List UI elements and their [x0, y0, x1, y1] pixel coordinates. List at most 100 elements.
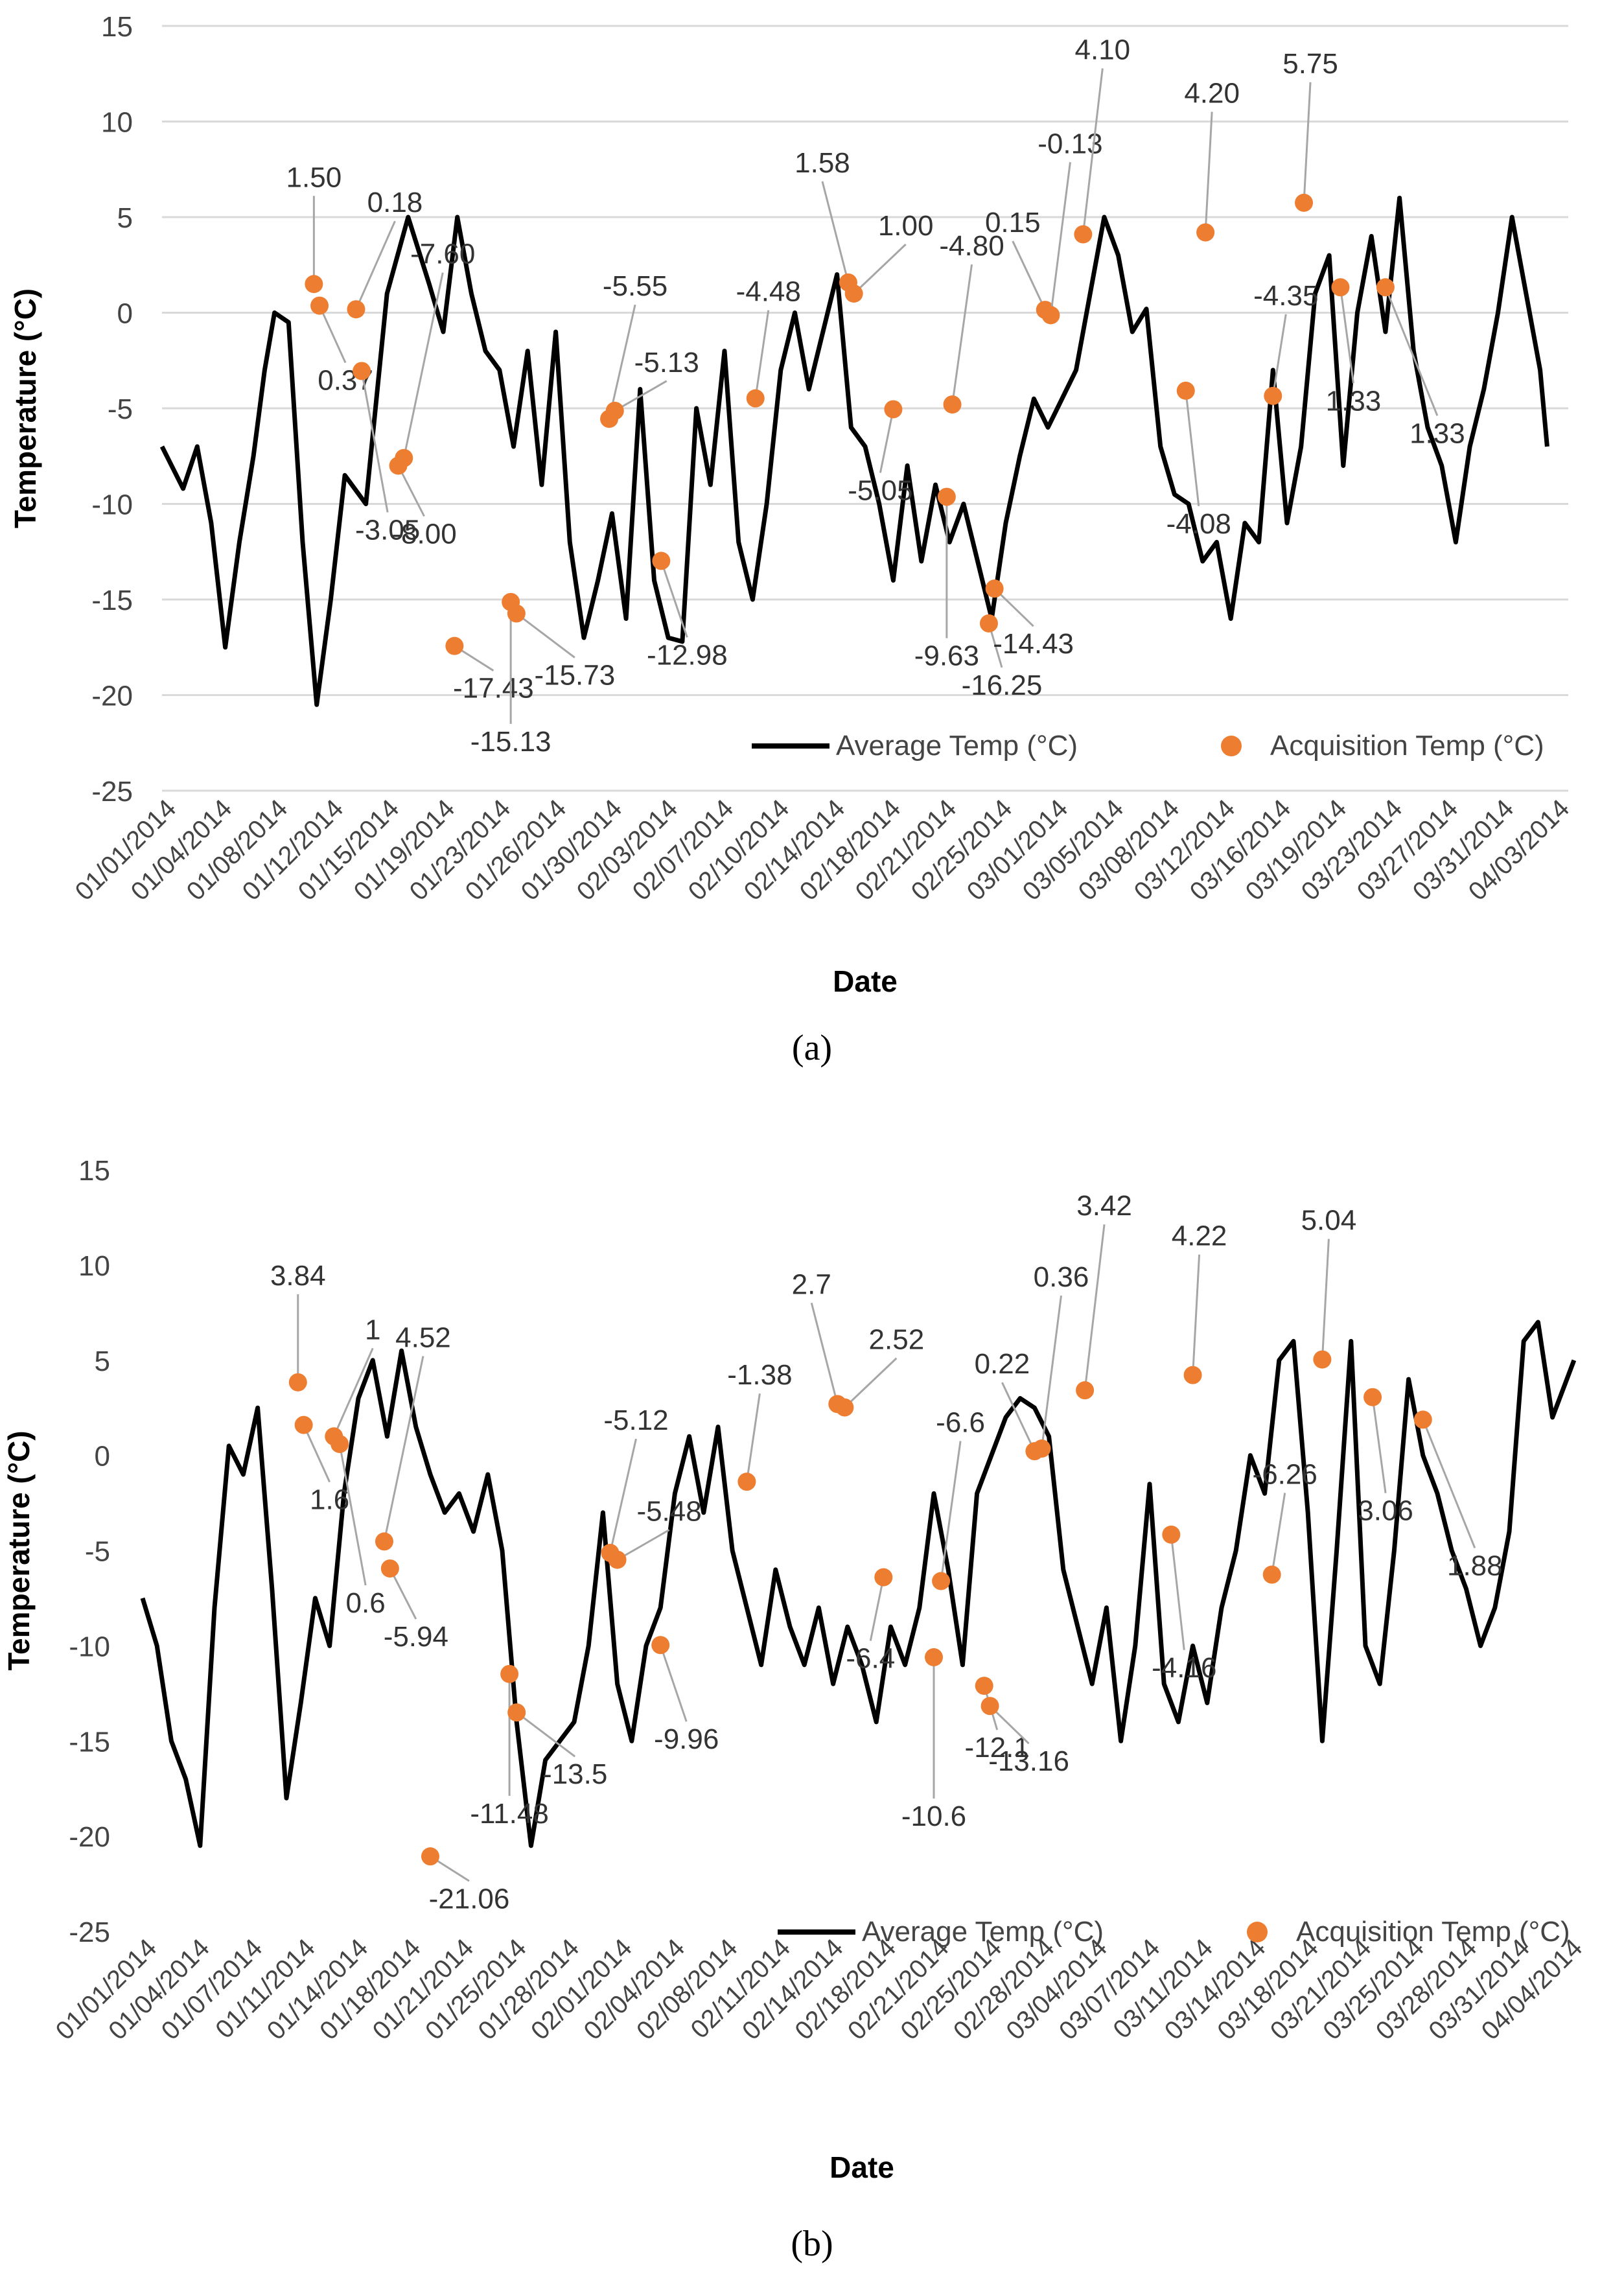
acquisition-point: [1074, 225, 1093, 244]
data-label: -4.80: [939, 230, 1004, 262]
data-label: -13.5: [542, 1758, 607, 1790]
data-label: -12.98: [647, 639, 728, 671]
leader-line: [1384, 286, 1439, 416]
panel-label-b: (b): [791, 2224, 833, 2264]
y-axis-title: Temperature (°C): [8, 288, 42, 528]
leader-line: [810, 1302, 839, 1404]
leader-line: [1049, 162, 1071, 316]
data-label: 1: [365, 1314, 380, 1345]
chart-b-svg: 15 10 5 0 -5 -10 -15 -20 -25 Temperature (°C) 01/0…: [2, 1155, 1588, 2184]
y-tick-label: -15: [91, 585, 133, 616]
leader-line: [1321, 1239, 1330, 1360]
acquisition-point: [1196, 223, 1215, 242]
data-label: -6.26: [1253, 1459, 1317, 1491]
leader-line: [853, 243, 907, 295]
leader-line: [397, 465, 425, 517]
acquisition-point: [1376, 278, 1395, 297]
y-tick-label: 15: [78, 1155, 110, 1187]
acquisition-point: [507, 604, 526, 623]
acquisition-points: 1.500.370.18-3.05-7.60-8.00-17.43-15.13-…: [286, 34, 1465, 758]
x-axis: 01/01/201401/04/201401/07/201401/11/2014…: [51, 1933, 1588, 2045]
acquisition-point: [1076, 1381, 1095, 1400]
leader-line: [754, 310, 770, 399]
data-label: 2.52: [869, 1324, 925, 1356]
data-label: -16.25: [962, 670, 1043, 701]
acquisition-point: [288, 1373, 307, 1392]
data-label: -5.48: [636, 1496, 701, 1528]
leader-line: [1303, 82, 1312, 203]
data-label: -5.05: [848, 474, 912, 506]
data-label: 0.18: [367, 187, 423, 218]
leader-line: [515, 612, 575, 658]
acquisition-point: [932, 1572, 951, 1590]
legend-marker-swatch: [1247, 1922, 1268, 1942]
data-label: 1.58: [795, 147, 850, 179]
data-label: -3.05: [355, 514, 420, 546]
data-label: -15.13: [470, 726, 551, 758]
leader-line: [332, 1347, 374, 1437]
data-label: 3.42: [1076, 1190, 1132, 1222]
average-temp-line: [159, 196, 1549, 707]
data-label: 5.04: [1301, 1205, 1357, 1237]
y-tick-label: -20: [91, 681, 133, 712]
leader-line: [338, 1443, 367, 1586]
acquisition-point: [310, 296, 329, 315]
x-axis-title: Date: [833, 964, 898, 998]
acquisition-point: [375, 1532, 393, 1551]
data-label: -12.1: [965, 1732, 1030, 1764]
acquisition-point: [884, 400, 903, 419]
leader-line: [614, 380, 667, 412]
y-tick-label: -15: [69, 1726, 110, 1758]
leader-line: [1001, 1382, 1036, 1452]
data-label: 1.88: [1447, 1550, 1503, 1581]
data-label: -4.08: [1166, 508, 1231, 540]
data-label: 2.7: [792, 1268, 831, 1300]
leader-line: [659, 1644, 688, 1722]
legend: Average Temp (°C) Acquisition Temp (°C): [778, 1916, 1570, 1948]
data-label: 4.22: [1172, 1220, 1227, 1252]
data-label: -14.43: [993, 628, 1074, 660]
acquisition-point: [1363, 1388, 1382, 1406]
acquisition-point: [1331, 278, 1350, 297]
leader-line: [951, 264, 973, 405]
leader-line: [1204, 111, 1213, 233]
acquisition-point: [294, 1415, 313, 1434]
acquisition-point: [389, 456, 408, 475]
leader-line: [821, 181, 850, 283]
y-tick-label: -5: [108, 393, 133, 425]
legend-label-average: Average Temp (°C): [836, 730, 1078, 762]
legend-label-acquisition: Acquisition Temp (°C): [1270, 730, 1544, 762]
data-label: 0.22: [975, 1348, 1030, 1380]
leader-line: [355, 220, 396, 310]
data-label: -1.38: [727, 1359, 792, 1391]
acquisition-point: [1183, 1366, 1202, 1384]
acquisition-point: [353, 362, 371, 380]
acquisition-points: 3.84 1.6 1 0.6 4.52 -5.94 -21.06 -11.48 -13.5 -5.…: [270, 1190, 1503, 1915]
data-label: 3.06: [1358, 1495, 1413, 1527]
leader-line: [402, 272, 444, 459]
y-tick-label: 5: [95, 1345, 110, 1377]
acquisition-point: [1262, 1565, 1281, 1584]
data-label: -4.16: [1152, 1652, 1216, 1684]
acquisition-point: [985, 579, 1004, 598]
leader-line: [1012, 240, 1047, 310]
y-tick-label: 5: [117, 202, 133, 234]
data-label: 3.84: [270, 1260, 326, 1292]
y-axis-title: Temperature (°C): [2, 1430, 36, 1670]
leader-line: [660, 560, 688, 638]
data-label: 5.75: [1282, 48, 1338, 80]
acquisition-point: [608, 1550, 627, 1569]
legend: Average Temp (°C) Acquisition Temp (°C): [752, 730, 1544, 762]
leader-line: [844, 1357, 898, 1408]
acquisition-point: [651, 1636, 670, 1655]
leader-line: [303, 1425, 331, 1483]
leader-line: [1271, 1493, 1286, 1575]
legend-marker-swatch: [1221, 736, 1242, 756]
data-label: -9.96: [654, 1723, 719, 1755]
data-label: 1.00: [878, 210, 934, 242]
y-tick-label: -10: [91, 489, 133, 521]
acquisition-point: [507, 1703, 526, 1722]
y-tick-label: -25: [91, 776, 133, 808]
panel-label-a: (a): [791, 1028, 833, 1068]
y-tick-label: -25: [69, 1916, 110, 1948]
